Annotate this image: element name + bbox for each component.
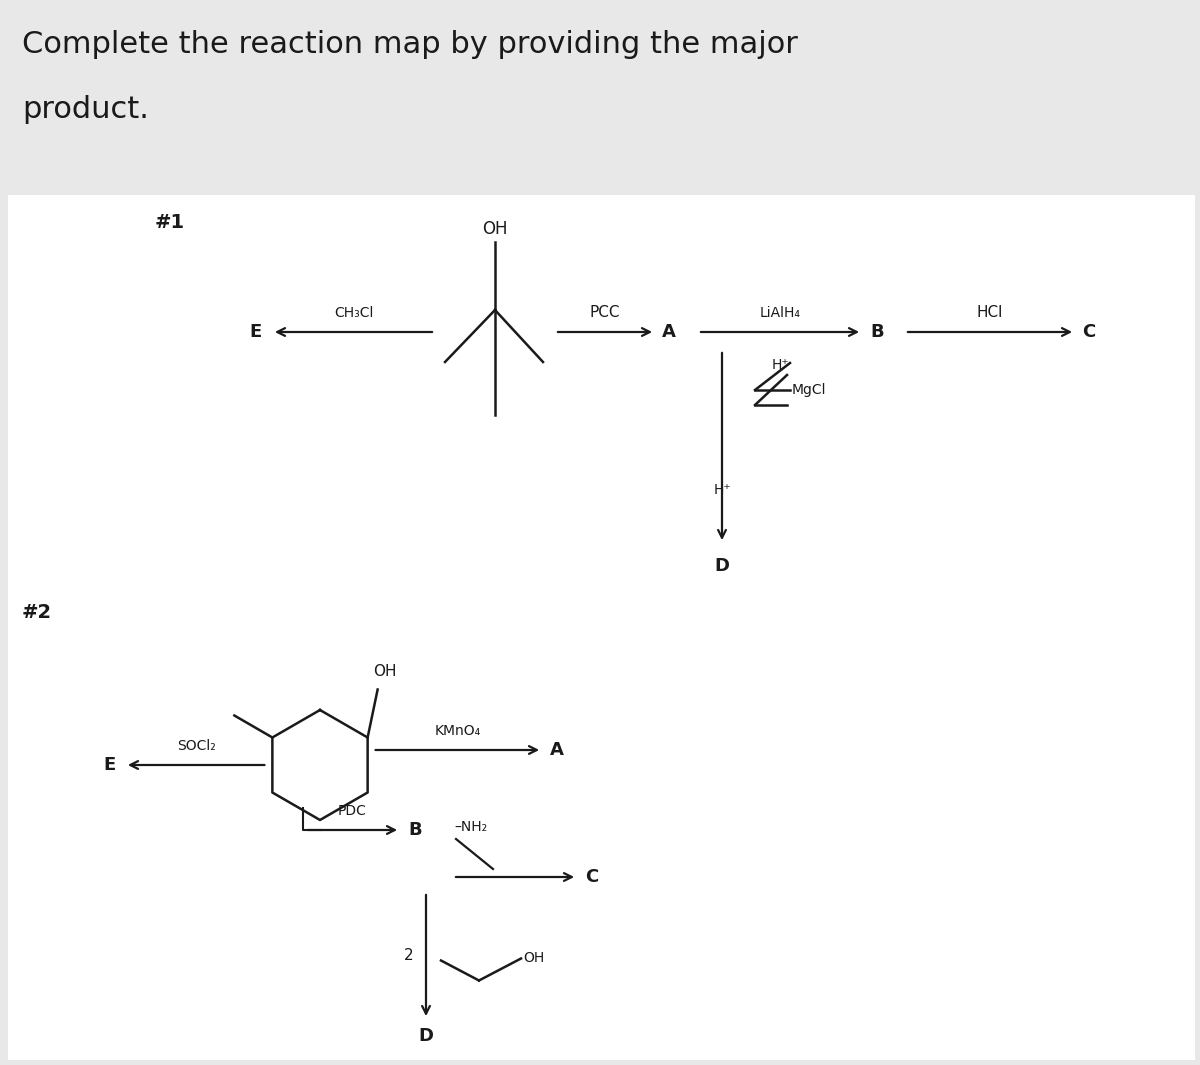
- Text: KMnO₄: KMnO₄: [434, 724, 480, 738]
- Text: Complete the reaction map by providing the major: Complete the reaction map by providing t…: [22, 30, 798, 59]
- Text: H⁺: H⁺: [772, 358, 788, 372]
- Text: OH: OH: [523, 951, 545, 966]
- Text: product.: product.: [22, 95, 149, 124]
- Text: #1: #1: [155, 213, 185, 232]
- Text: LiAlH₄: LiAlH₄: [760, 306, 800, 320]
- Text: –NH₂: –NH₂: [454, 820, 487, 834]
- FancyBboxPatch shape: [8, 195, 1195, 1060]
- Text: E: E: [250, 323, 262, 341]
- Text: D: D: [419, 1027, 433, 1045]
- Text: CH₃Cl: CH₃Cl: [334, 306, 373, 320]
- Text: D: D: [714, 557, 730, 575]
- Text: MgCl: MgCl: [792, 383, 827, 397]
- Text: HCl: HCl: [977, 305, 1003, 320]
- Text: C: C: [1082, 323, 1096, 341]
- Text: H⁺: H⁺: [713, 484, 731, 497]
- Text: E: E: [103, 756, 116, 774]
- Text: A: A: [550, 741, 564, 759]
- Text: PDC: PDC: [338, 804, 367, 818]
- Text: OH: OH: [482, 220, 508, 237]
- FancyBboxPatch shape: [0, 0, 1200, 190]
- Text: C: C: [586, 868, 599, 886]
- Text: #2: #2: [22, 603, 52, 622]
- Text: SOCl₂: SOCl₂: [176, 739, 216, 753]
- Text: OH: OH: [373, 665, 396, 679]
- Text: PCC: PCC: [589, 305, 620, 320]
- Text: B: B: [408, 821, 421, 839]
- Text: 2: 2: [404, 948, 414, 963]
- Text: A: A: [662, 323, 676, 341]
- Text: B: B: [870, 323, 883, 341]
